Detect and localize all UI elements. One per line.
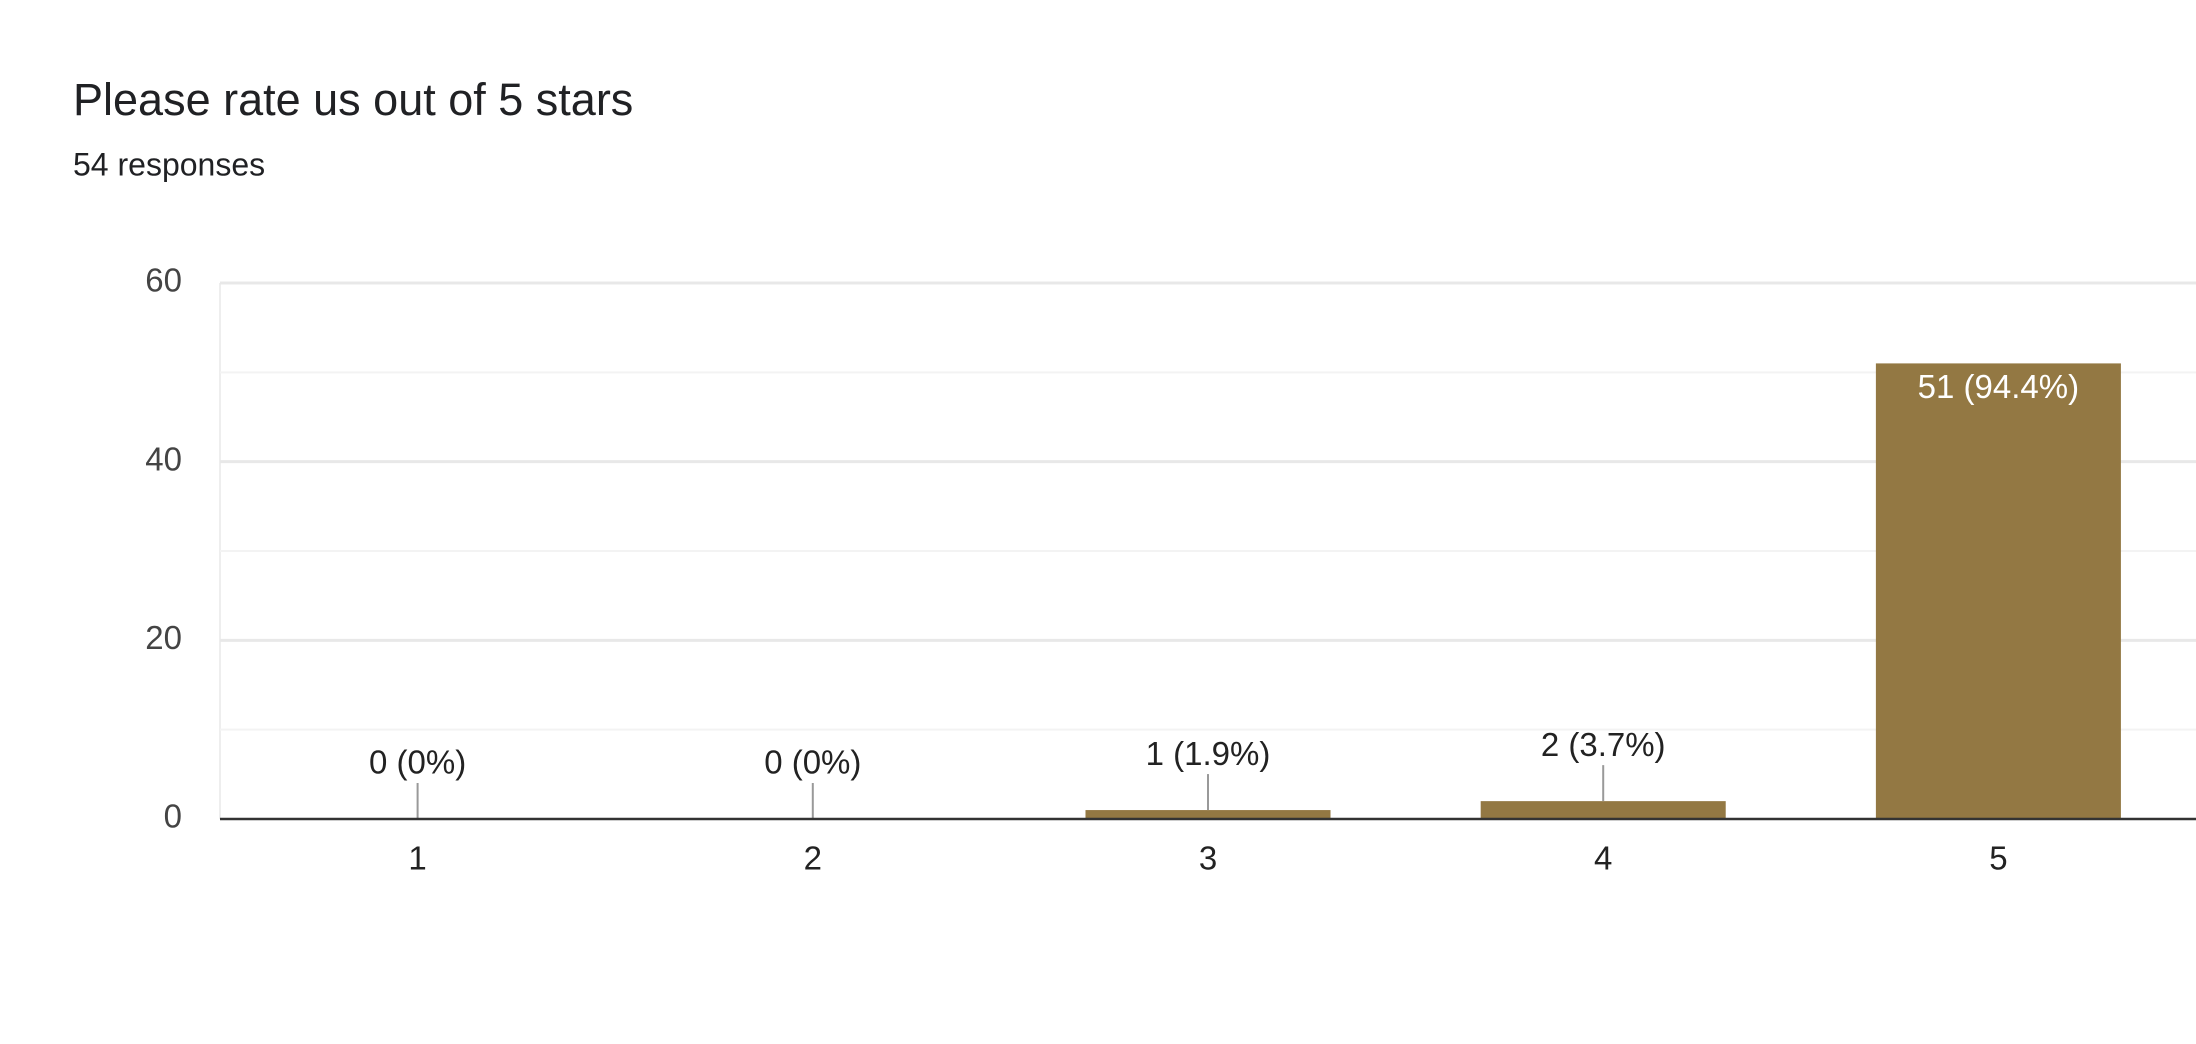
value-label: 0 (0%) [369,744,466,781]
chart-subtitle: 54 responses [73,146,265,182]
chart-title: Please rate us out of 5 stars [73,74,633,125]
x-tick-label: 5 [1989,840,2007,877]
value-label: 2 (3.7%) [1541,726,1666,763]
x-tick-label: 2 [804,840,822,877]
x-tick-label: 3 [1199,840,1217,877]
y-tick-label: 40 [145,440,182,477]
value-label: 0 (0%) [764,744,861,781]
bar [1085,810,1331,819]
value-label: 51 (94.4%) [1918,368,2079,405]
x-tick-label: 4 [1594,840,1612,877]
bar [1875,363,2121,819]
value-label: 1 (1.9%) [1146,735,1271,772]
y-tick-label: 20 [145,619,182,656]
bar [1480,801,1726,819]
x-tick-label: 1 [408,840,426,877]
y-tick-label: 60 [145,262,182,299]
y-tick-label: 0 [164,798,182,835]
